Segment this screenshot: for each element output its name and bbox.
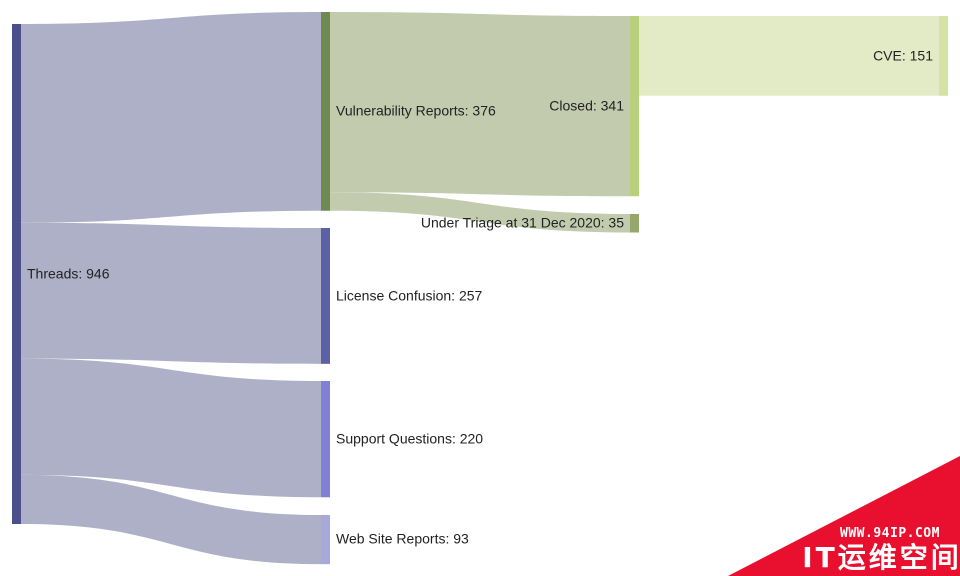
- sankey-labels: Threads: 946 Vulnerability Reports: 376 Li…: [27, 48, 933, 547]
- watermark-banner: [728, 456, 960, 576]
- link-threads-to-license: [21, 222, 321, 364]
- link-threads-to-support: [21, 358, 321, 498]
- sankey-nodes: [12, 12, 948, 565]
- link-closed-to-cve: [639, 16, 939, 96]
- node-closed: [630, 16, 639, 197]
- node-web: [321, 515, 330, 565]
- node-label-web: Web Site Reports: 93: [336, 531, 469, 547]
- link-threads-to-web: [21, 474, 321, 565]
- node-label-support: Support Questions: 220: [336, 431, 483, 447]
- node-label-threads: Threads: 946: [27, 266, 110, 282]
- watermark-text: IT运维空间: [802, 541, 960, 574]
- node-vuln: [321, 12, 330, 211]
- node-support: [321, 381, 330, 498]
- node-label-triage: Under Triage at 31 Dec 2020: 35: [421, 215, 624, 231]
- node-label-closed: Closed: 341: [549, 98, 624, 114]
- link-vuln-to-triage: [330, 192, 630, 233]
- watermark-url: WWW.94IP.COM: [840, 526, 940, 541]
- node-cve: [939, 16, 948, 96]
- node-label-cve: CVE: 151: [873, 48, 933, 64]
- node-license: [321, 228, 330, 364]
- node-label-license: License Confusion: 257: [336, 288, 483, 304]
- node-threads: [12, 24, 21, 524]
- sankey-links: [21, 12, 939, 565]
- link-threads-to-vuln: [21, 12, 321, 223]
- watermark: WWW.94IP.COM IT运维空间: [728, 456, 960, 576]
- node-label-vuln: Vulnerability Reports: 376: [336, 103, 496, 119]
- node-triage: [630, 214, 639, 233]
- link-vuln-to-closed: [330, 12, 630, 197]
